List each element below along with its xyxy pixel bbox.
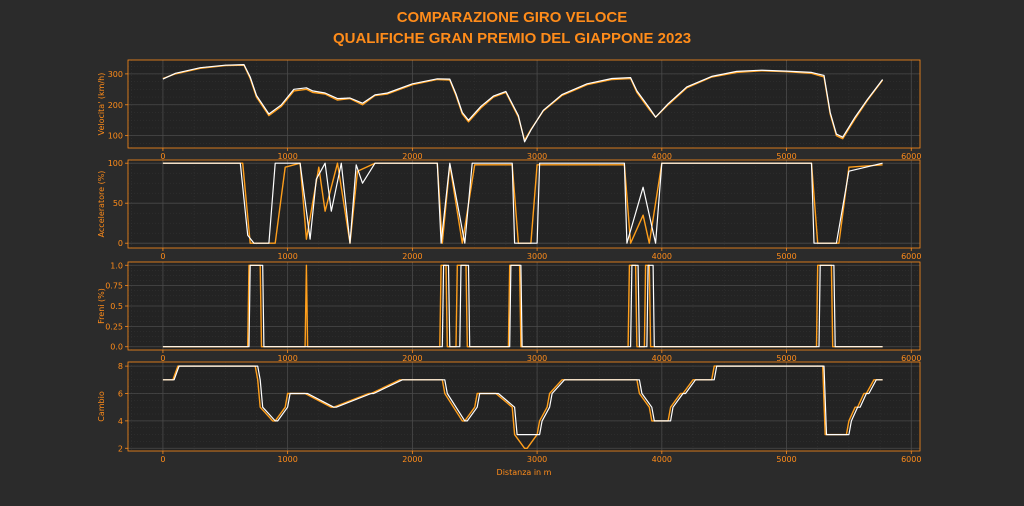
axes-frame bbox=[127, 361, 921, 452]
series-line-1 bbox=[162, 162, 883, 244]
series-line-1 bbox=[162, 365, 883, 436]
y-tick-label: 0.5 bbox=[110, 302, 123, 311]
y-tick-label: 0.75 bbox=[105, 282, 123, 291]
x-tick-label: 0 bbox=[160, 354, 165, 363]
y-axis-label: Velocita' (km/h) bbox=[97, 73, 106, 136]
x-tick-label: 4000 bbox=[652, 455, 672, 464]
panels-group: 0 1000 2000 3000 4000 5000 6000100200300Veloci… bbox=[97, 59, 921, 477]
y-tick-label: 100 bbox=[108, 159, 123, 168]
y-tick-label: 2 bbox=[118, 444, 123, 453]
x-axis-label: Distanza in m bbox=[497, 468, 552, 477]
y-axis-label: Acceleratore (%) bbox=[97, 171, 106, 238]
panel-3: 0 1000 2000 3000 4000 5000 6000 2 4 6 8 Cambio Dista… bbox=[97, 361, 921, 477]
x-tick-label: 2000 bbox=[402, 252, 422, 261]
y-tick-label: 4 bbox=[118, 417, 123, 426]
series-line-1 bbox=[162, 63, 884, 143]
x-tick-label: 0 bbox=[160, 252, 165, 261]
series-line-0 bbox=[162, 162, 883, 244]
y-tick-label: 50 bbox=[113, 199, 123, 208]
axes-frame bbox=[127, 59, 921, 149]
y-tick-label: 100 bbox=[108, 132, 123, 141]
axes-frame bbox=[127, 159, 921, 249]
x-tick-label: 1000 bbox=[277, 354, 297, 363]
series-line-1 bbox=[162, 264, 883, 348]
y-axis-label: Cambio bbox=[97, 391, 106, 422]
y-tick-label: 0 bbox=[118, 239, 123, 248]
x-tick-label: 6000 bbox=[901, 252, 921, 261]
x-tick-label: 5000 bbox=[776, 455, 796, 464]
x-tick-label: 3000 bbox=[527, 354, 547, 363]
x-tick-label: 6000 bbox=[901, 455, 921, 464]
x-tick-label: 6000 bbox=[901, 354, 921, 363]
x-tick-label: 4000 bbox=[652, 152, 672, 161]
x-tick-label: 3000 bbox=[527, 152, 547, 161]
y-tick-label: 1.0 bbox=[110, 261, 123, 270]
y-tick-label: 200 bbox=[108, 101, 123, 110]
y-tick-label: 6 bbox=[118, 389, 123, 398]
x-tick-label: 0 bbox=[160, 152, 165, 161]
y-tick-label: 8 bbox=[118, 362, 123, 371]
x-tick-label: 5000 bbox=[776, 354, 796, 363]
x-tick-label: 0 bbox=[160, 455, 165, 464]
x-tick-label: 5000 bbox=[776, 152, 796, 161]
y-tick-label: 300 bbox=[108, 70, 123, 79]
chart-title-line2: QUALIFICHE GRAN PREMIO DEL GIAPPONE 2023 bbox=[333, 30, 691, 47]
x-tick-label: 4000 bbox=[652, 354, 672, 363]
panel-1: 0 1000 2000 3000 4000 5000 6000 0 50 100Accelerat… bbox=[97, 159, 921, 261]
x-tick-label: 1000 bbox=[277, 252, 297, 261]
panel-2: 0 1000 2000 3000 4000 5000 6000 0.0 0.25 0.5 0.75 1… bbox=[97, 261, 921, 363]
panel-0: 0 1000 2000 3000 4000 5000 6000 100 200 300Veloci… bbox=[97, 59, 921, 161]
y-axis-label: Freni (%) bbox=[97, 288, 106, 324]
x-tick-label: 2000 bbox=[402, 455, 422, 464]
series-line-0 bbox=[162, 365, 883, 449]
y-tick-label: 0.25 bbox=[105, 322, 123, 331]
x-tick-label: 4000 bbox=[652, 252, 672, 261]
plot-area bbox=[128, 60, 920, 148]
x-tick-label: 3000 bbox=[527, 455, 547, 464]
x-tick-label: 6000 bbox=[901, 152, 921, 161]
plot-area bbox=[128, 362, 920, 451]
x-tick-label: 5000 bbox=[776, 252, 796, 261]
x-tick-label: 2000 bbox=[402, 354, 422, 363]
x-tick-label: 2000 bbox=[402, 152, 422, 161]
x-tick-label: 3000 bbox=[527, 252, 547, 261]
x-tick-label: 1000 bbox=[277, 455, 297, 464]
y-tick-label: 0.0 bbox=[110, 343, 123, 352]
x-tick-label: 1000 bbox=[277, 152, 297, 161]
chart-title-line1: COMPARAZIONE GIRO VELOCE bbox=[397, 9, 628, 26]
